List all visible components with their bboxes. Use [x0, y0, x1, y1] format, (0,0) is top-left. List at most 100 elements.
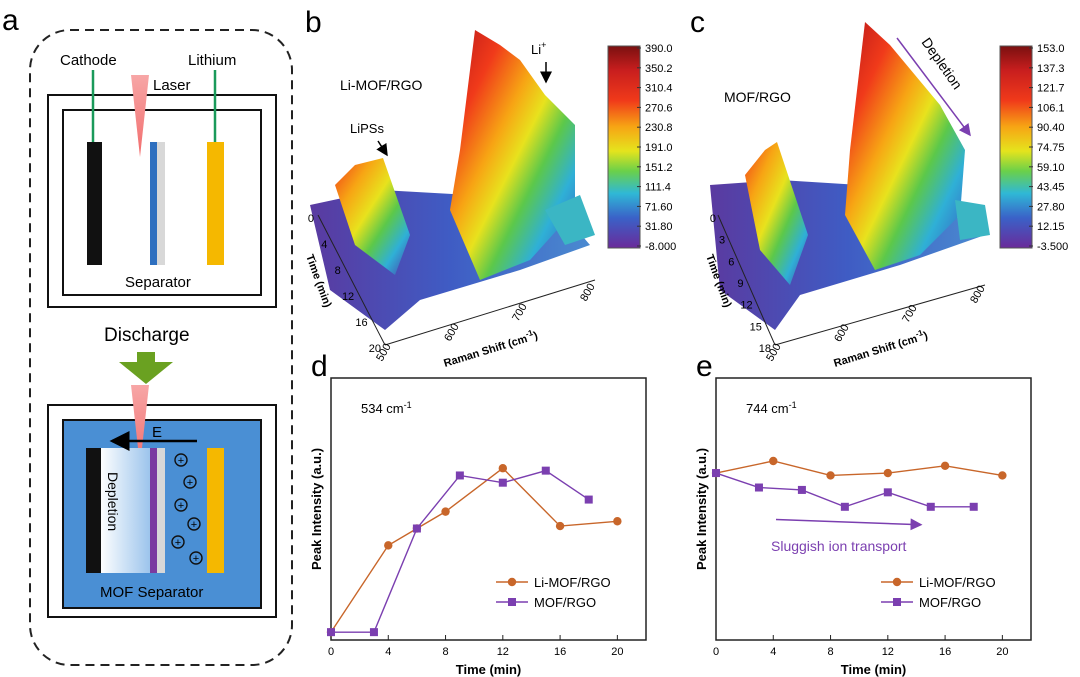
dashed-frame [29, 29, 293, 666]
panel-a: a Cathode Lithium Laser Separator Discha… [2, 4, 293, 666]
time-axis-b [317, 214, 386, 346]
axis-tick-label: 4 [321, 239, 327, 251]
shift-label-tail: ) [532, 330, 539, 343]
data-point [441, 507, 450, 516]
data-point [883, 468, 893, 478]
cathode-electrode [87, 142, 102, 265]
colorbar-label: 71.60 [645, 201, 673, 213]
peak-annotation-text: 534 cm [361, 401, 404, 416]
x-axis-label: Time (min) [841, 662, 907, 677]
axis-tick-label: 20 [369, 343, 381, 355]
colorbar-c [999, 45, 1033, 249]
panel-c-letter: c [690, 6, 705, 39]
x-tick-label: 0 [328, 646, 334, 658]
chart-e: e 744 cm-1 0 4 8 12 16 20 Time (min) Peak Intensi… [694, 350, 1032, 677]
field-label: E [152, 424, 162, 441]
axis-tick-label: 800 [968, 284, 988, 306]
li-ion-ridge [450, 30, 575, 280]
x-tick-label: 16 [554, 646, 566, 658]
axis-tick-label: 600 [832, 322, 852, 344]
data-point [883, 488, 892, 497]
series-line-0 [715, 460, 1003, 477]
peak-annotation: 534 cm-1 [361, 400, 412, 416]
series-line-1 [715, 472, 974, 508]
data-point [498, 478, 507, 487]
caption-text: Sluggish ion transport [771, 538, 907, 554]
colorbar-label: 153.0 [1037, 43, 1065, 55]
ion-icon: + [174, 453, 188, 467]
colorbar-label: 74.75 [1037, 142, 1065, 154]
ion-plus: + [175, 537, 181, 549]
cathode-electrode-2 [86, 448, 101, 573]
colorbar-label: 106.1 [1037, 102, 1065, 114]
colorbar-label: 31.80 [645, 221, 673, 233]
legend-marker [893, 598, 901, 606]
y-axis-label: Peak Intensity (a.u.) [309, 448, 324, 570]
axis-tick-label: 6 [728, 256, 734, 268]
legend-label: Li-MOF/RGO [919, 575, 996, 590]
axis-tick-label: 15 [750, 321, 762, 333]
lithium-ions: + + + + + + [171, 453, 203, 565]
lithium-electrode [207, 142, 224, 265]
axis-tick-label: 12 [740, 300, 752, 312]
lipss-annotation: LiPSs [350, 121, 384, 136]
colorbar-label: 390.0 [645, 43, 673, 55]
separator-label: Separator [125, 274, 191, 291]
ion-plus: + [178, 500, 184, 512]
ion-icon: + [183, 475, 197, 489]
data-point [327, 628, 335, 637]
ion-icon: + [187, 517, 201, 531]
data-point [969, 502, 978, 511]
chart-d: d 534 cm-1 0 4 8 12 16 20 Time (min) Peak Intensi… [309, 350, 647, 677]
lithium-label: Lithium [188, 52, 236, 69]
axis-tick-label: 0 [308, 213, 314, 225]
raman-surface-c [710, 22, 990, 330]
colorbar-label: 137.3 [1037, 63, 1065, 75]
axis-tick-label: 8 [335, 265, 341, 277]
legend-label: MOF/RGO [919, 595, 981, 610]
legend-marker [507, 577, 517, 587]
peak-annotation-sup: -1 [789, 400, 797, 410]
panel-letter: e [696, 350, 713, 383]
colorbar-label: 191.0 [645, 142, 673, 154]
colorbar-label: 230.8 [645, 122, 673, 134]
shift-label-tail: ) [922, 330, 929, 343]
depletion-annotation: Depletion [919, 35, 966, 93]
separator-blue-layer [150, 142, 157, 265]
ion-plus: + [178, 455, 184, 467]
shift-label-sup: -1 [914, 328, 924, 339]
time-axis-c [717, 214, 776, 346]
cell-outer-discharged [47, 404, 277, 618]
li-sup: + [541, 40, 546, 50]
cathode-label: Cathode [60, 52, 117, 69]
cell-inner [62, 109, 262, 296]
data-point [498, 464, 508, 473]
lithium-electrode-2 [207, 448, 224, 573]
panel-c-sample-label: MOF/RGO [724, 89, 791, 105]
colorbar-label: 90.40 [1037, 122, 1065, 134]
x-tick-label: 4 [770, 646, 776, 658]
shift-axis-b [384, 279, 596, 346]
panel-letter: d [311, 350, 328, 383]
plot-frame [715, 377, 1032, 641]
data-point [541, 466, 550, 475]
colorbar-label: 59.10 [1037, 162, 1065, 174]
data-point [384, 541, 393, 550]
axis-tick-label: 16 [355, 317, 367, 329]
colorbar-labels-c: 153.0 137.3 121.7 106.1 90.40 74.75 59.10 43.45… [1029, 43, 1068, 253]
legend-marker [892, 577, 902, 587]
legend-marker [508, 598, 516, 606]
panel-a-letter: a [2, 4, 19, 37]
colorbar-label: 310.4 [645, 83, 673, 95]
colorbar-b [607, 45, 641, 249]
discharge-arrow-icon [119, 352, 173, 384]
plot-frame [330, 377, 647, 641]
mof-layer [150, 448, 157, 573]
discharge-label: Discharge [104, 325, 190, 346]
colorbar-label: -3.500 [1037, 241, 1068, 253]
x-tick-label: 16 [939, 646, 951, 658]
data-point [369, 628, 378, 637]
axis-tick-label: 700 [900, 303, 920, 325]
